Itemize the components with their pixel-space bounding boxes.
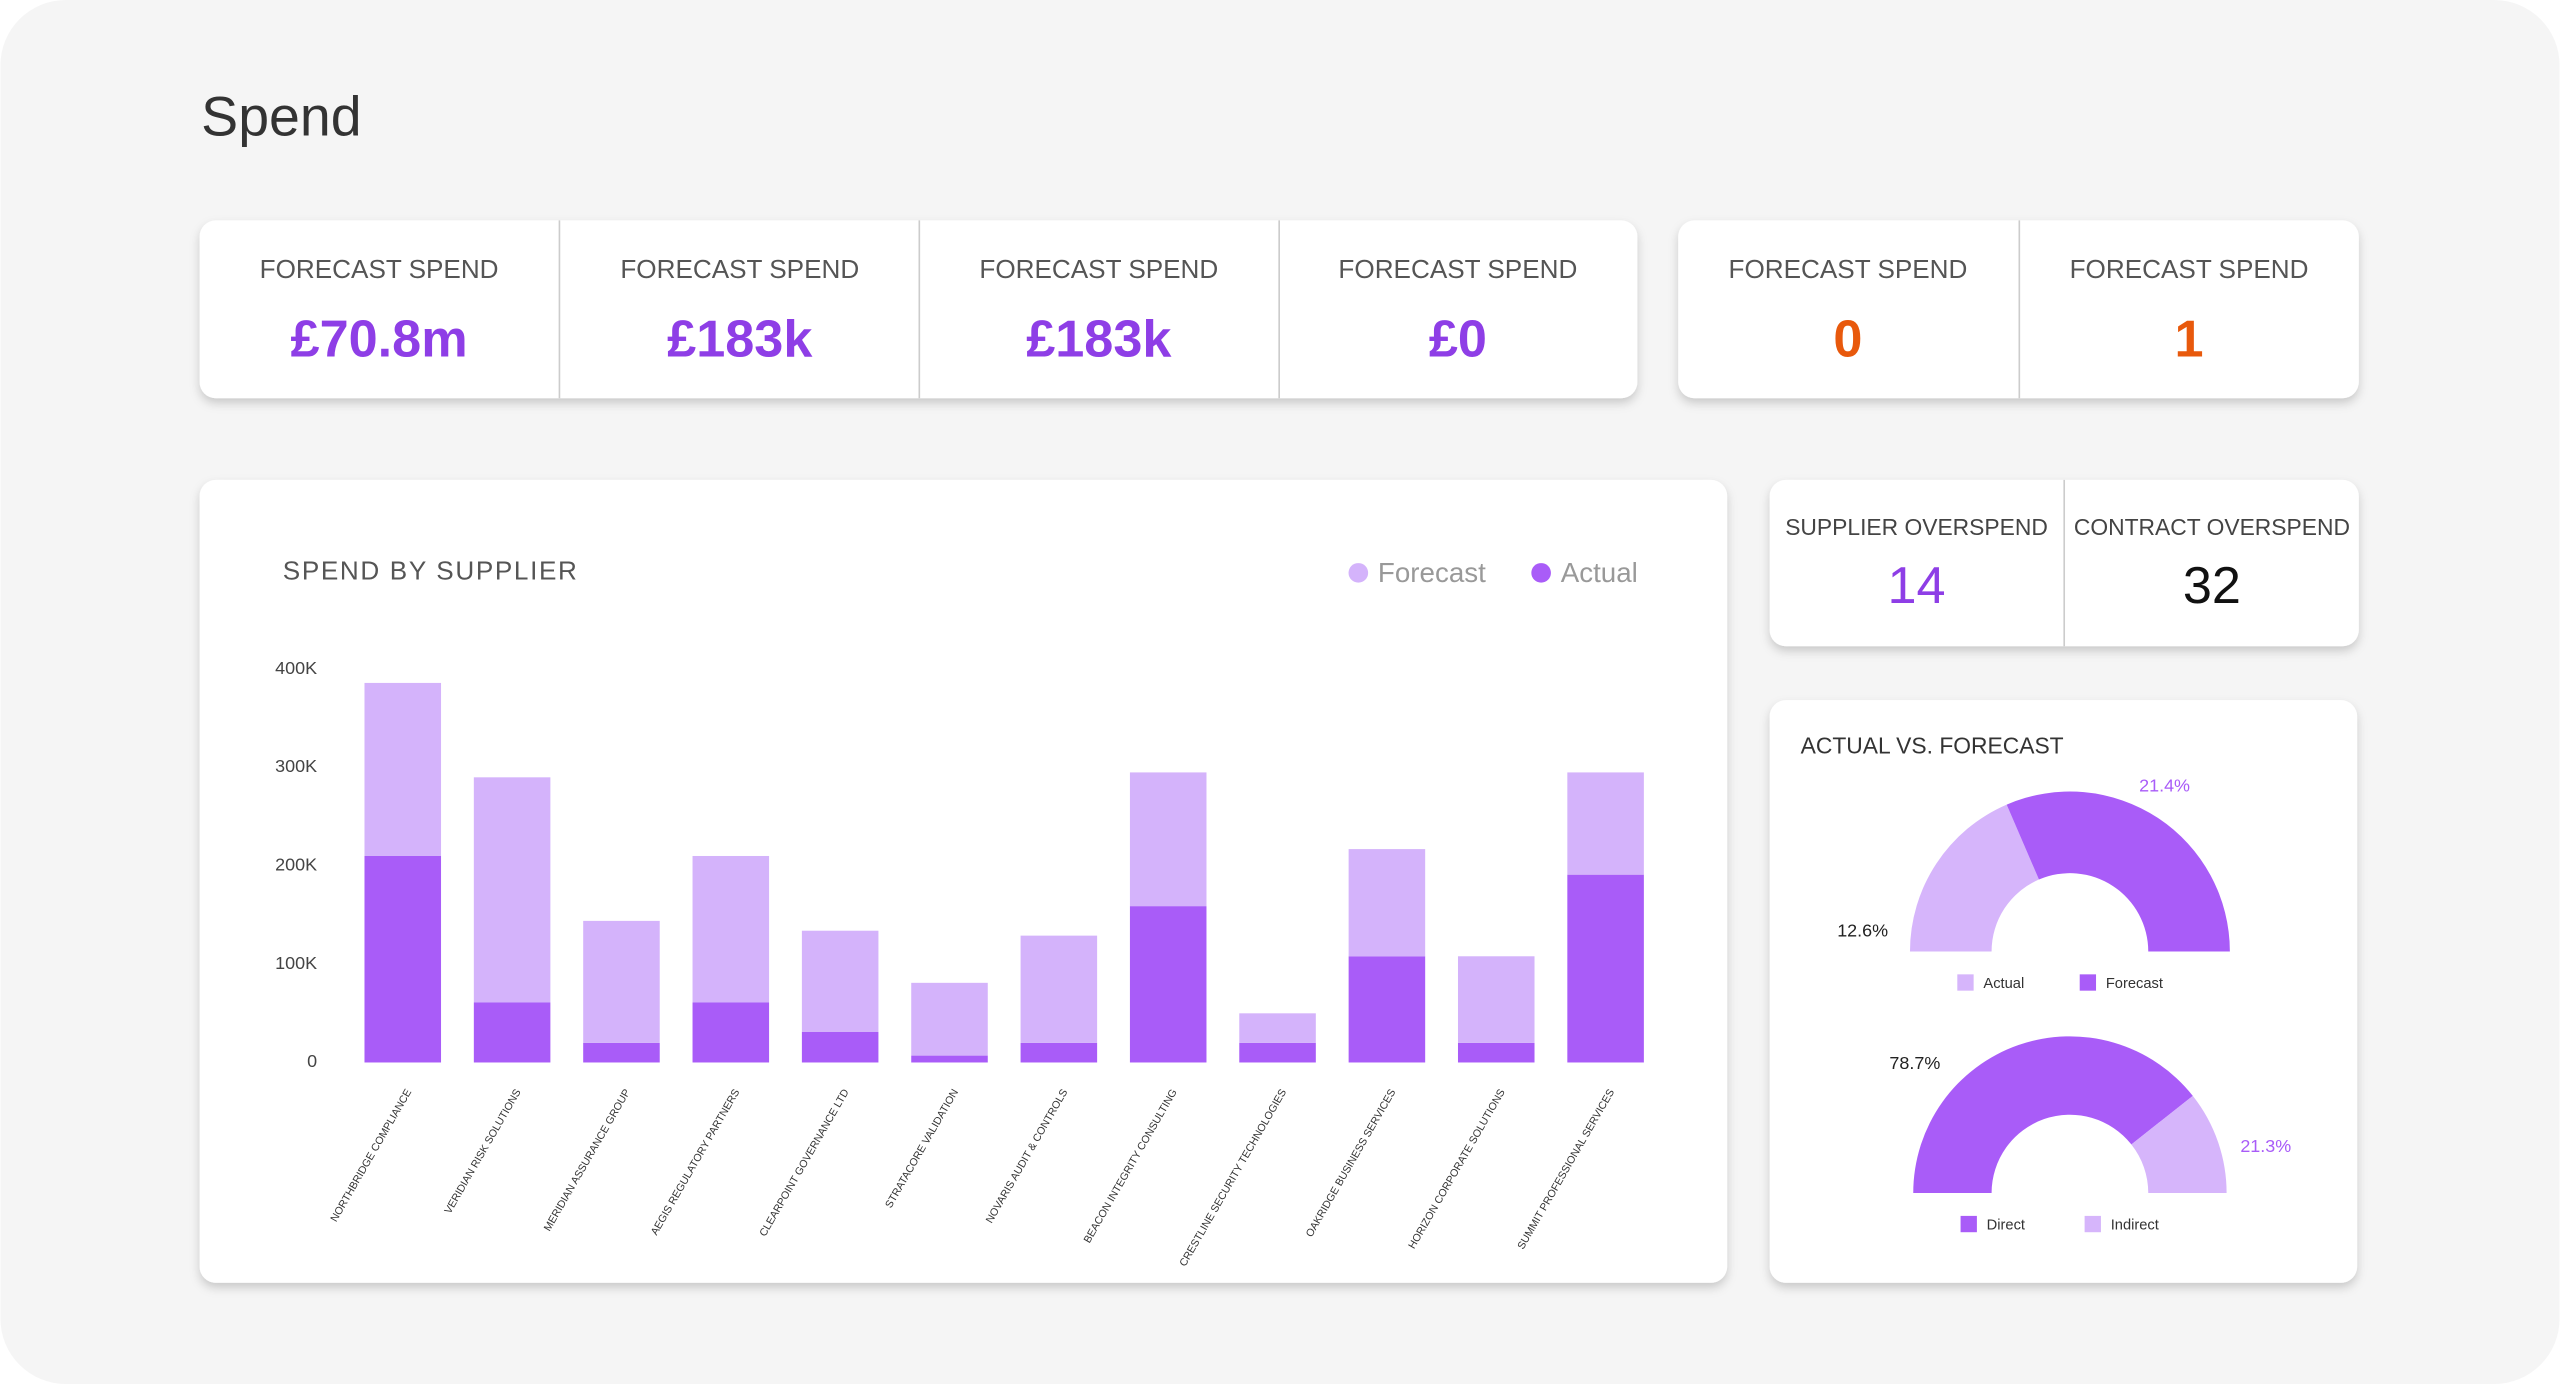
- legend-label: Forecast: [1378, 557, 1486, 588]
- y-tick-label: 400K: [275, 658, 317, 678]
- bar: [692, 855, 770, 1003]
- kpi-value: 1: [2175, 311, 2204, 369]
- legend-swatch: [1531, 563, 1551, 583]
- bar: [1239, 1013, 1316, 1043]
- bar: [692, 1002, 770, 1063]
- bar: [1457, 956, 1535, 1043]
- bar: [801, 930, 879, 1032]
- kpi-value: 0: [1833, 311, 1862, 369]
- pie-slice: [1913, 1036, 2193, 1194]
- overspend-label: SUPPLIER OVERSPEND: [1785, 514, 2048, 540]
- pie-slice: [2131, 1095, 2227, 1194]
- kpi-label: FORECAST SPEND: [979, 254, 1218, 284]
- bar: [801, 1031, 879, 1063]
- legend-label: Actual: [1561, 557, 1638, 588]
- y-tick-label: 100K: [275, 953, 317, 973]
- bar: [1020, 935, 1098, 1043]
- kpi-value: £183k: [1026, 311, 1172, 369]
- bar: [583, 920, 660, 1043]
- bar: [1567, 874, 1644, 1063]
- legend-swatch: [2084, 1215, 2101, 1233]
- bar: [1129, 772, 1207, 907]
- overspend-value: 32: [2183, 557, 2241, 615]
- legend-swatch: [1957, 974, 1974, 991]
- legend-label: Indirect: [2111, 1218, 2159, 1234]
- bar: [1457, 1042, 1535, 1063]
- page-title: Spend: [201, 85, 361, 147]
- legend-swatch: [2079, 974, 2097, 991]
- donut-card: [1769, 700, 2358, 1283]
- data-label: 12.6%: [1837, 921, 1888, 941]
- y-tick-label: 300K: [275, 756, 317, 776]
- legend-swatch: [1348, 563, 1369, 583]
- bar: [1020, 1042, 1098, 1063]
- kpi-value: £183k: [667, 311, 813, 369]
- bar: [473, 1002, 551, 1063]
- bar: [583, 1042, 660, 1063]
- overspend-value: 14: [1887, 557, 1945, 615]
- bar: [1348, 849, 1426, 957]
- kpi-label: FORECAST SPEND: [1338, 254, 1577, 284]
- y-tick-label: 200K: [275, 855, 317, 875]
- kpi-label: FORECAST SPEND: [620, 254, 859, 284]
- data-label: 78.7%: [1889, 1053, 1940, 1073]
- legend-label: Actual: [1983, 976, 2024, 992]
- bar: [1129, 906, 1207, 1063]
- bar: [1348, 956, 1426, 1063]
- bar: [364, 682, 442, 856]
- dividers: [558, 220, 2066, 647]
- bar: [473, 777, 551, 1003]
- overspend-label: CONTRACT OVERSPEND: [2074, 514, 2350, 540]
- legend-label: Direct: [1987, 1218, 2025, 1234]
- bar: [364, 855, 442, 1063]
- kpi-label: FORECAST SPEND: [1729, 254, 1968, 284]
- pie-slice: [2006, 791, 2230, 952]
- legend-swatch: [1960, 1215, 1977, 1233]
- bar: [1567, 772, 1644, 875]
- bar: [911, 982, 988, 1056]
- pie-slice: [1909, 804, 2039, 952]
- kpi-value: £0: [1429, 311, 1487, 369]
- kpi-label: FORECAST SPEND: [2070, 254, 2309, 284]
- chart-title: ACTUAL VS. FORECAST: [1801, 733, 2064, 759]
- y-tick-label: 0: [307, 1051, 317, 1071]
- data-label: 21.4%: [2139, 775, 2190, 795]
- chart-card: [199, 479, 1728, 1283]
- kpi-value: £70.8m: [291, 311, 468, 369]
- chart-title: SPEND BY SUPPLIER: [283, 556, 579, 586]
- legend-label: Forecast: [2106, 976, 2163, 992]
- kpi-label: FORECAST SPEND: [260, 254, 499, 284]
- bar: [1239, 1042, 1316, 1063]
- bar: [911, 1055, 988, 1063]
- data-label: 21.3%: [2240, 1136, 2291, 1156]
